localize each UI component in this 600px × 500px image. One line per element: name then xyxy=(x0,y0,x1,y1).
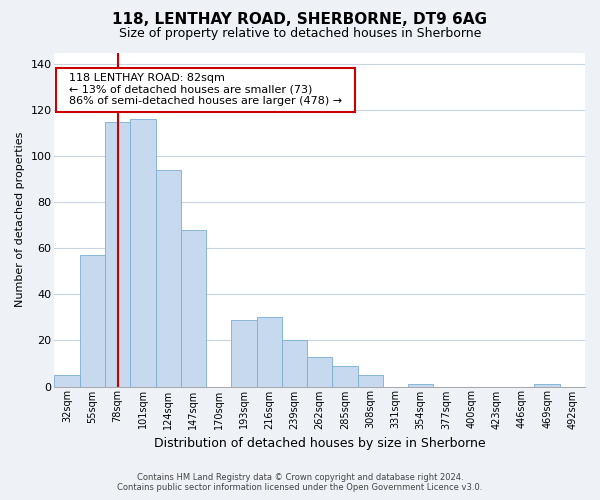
Bar xyxy=(155,170,181,386)
Bar xyxy=(80,255,105,386)
Text: Size of property relative to detached houses in Sherborne: Size of property relative to detached ho… xyxy=(119,28,481,40)
X-axis label: Distribution of detached houses by size in Sherborne: Distribution of detached houses by size … xyxy=(154,437,485,450)
Bar xyxy=(55,375,80,386)
Bar xyxy=(232,320,257,386)
Bar xyxy=(535,384,560,386)
Y-axis label: Number of detached properties: Number of detached properties xyxy=(15,132,25,307)
Bar xyxy=(307,356,332,386)
Text: Contains HM Land Registry data © Crown copyright and database right 2024.
Contai: Contains HM Land Registry data © Crown c… xyxy=(118,473,482,492)
Bar xyxy=(332,366,358,386)
Bar xyxy=(181,230,206,386)
Bar xyxy=(105,122,130,386)
Text: 118 LENTHAY ROAD: 82sqm
  ← 13% of detached houses are smaller (73)
  86% of sem: 118 LENTHAY ROAD: 82sqm ← 13% of detache… xyxy=(62,73,349,106)
Bar xyxy=(282,340,307,386)
Text: 118, LENTHAY ROAD, SHERBORNE, DT9 6AG: 118, LENTHAY ROAD, SHERBORNE, DT9 6AG xyxy=(113,12,487,28)
Bar xyxy=(257,318,282,386)
Bar xyxy=(130,120,155,386)
Bar xyxy=(408,384,433,386)
Bar xyxy=(358,375,383,386)
